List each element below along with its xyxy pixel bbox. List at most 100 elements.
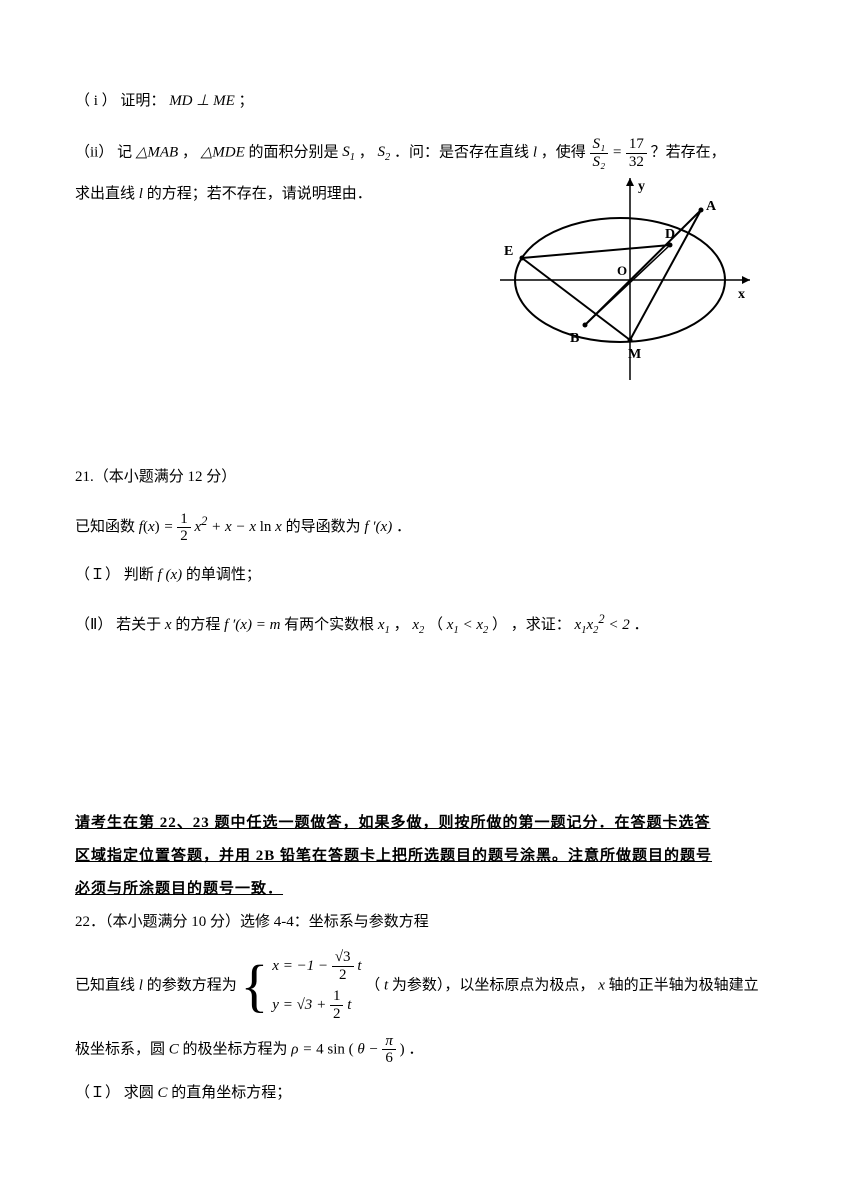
paren: ） xyxy=(492,617,507,633)
x2b: x2 xyxy=(476,617,488,633)
C: C xyxy=(158,1085,168,1101)
lp: ( xyxy=(349,1041,354,1057)
svg-text:A: A xyxy=(706,199,717,214)
svg-text:D: D xyxy=(665,227,675,242)
s1: S1 xyxy=(342,144,355,160)
minus: − xyxy=(369,1041,383,1057)
rp: ) xyxy=(400,1041,405,1057)
svg-text:E: E xyxy=(504,244,513,259)
svg-text:y: y xyxy=(638,179,645,194)
lt: < xyxy=(462,617,476,633)
param-system: { x = −1 − √3 2 t y = √3 + 1 2 t xyxy=(240,947,361,1025)
text: 的直角坐标方程； xyxy=(171,1085,291,1101)
text: 判断 xyxy=(124,567,154,583)
line-l: l xyxy=(533,144,537,160)
xlnx: x ln x xyxy=(249,519,282,535)
text: 的导函数为 xyxy=(286,519,365,535)
comma: ， xyxy=(359,144,374,160)
fx: f(x) xyxy=(139,519,164,535)
label-ii: （Ⅱ） xyxy=(75,617,112,633)
s2: S2 xyxy=(378,144,391,160)
instr-l2: 区域指定位置答题，并用 2B 铅笔在答题卡上把所选题目的题号涂黑。注意所做题目的… xyxy=(75,840,785,873)
text: 记 xyxy=(117,144,132,160)
comma: ， xyxy=(182,144,197,160)
half: 1 2 xyxy=(177,511,191,545)
q21-part2: （Ⅱ） 若关于 x 的方程 f ′(x) = m 有两个实数根 x1 ， x2 … xyxy=(75,606,785,642)
p20-i-suffix: ； xyxy=(239,93,254,109)
x1x2sq: x1x22 xyxy=(575,617,609,633)
q21-header: 21.（本小题满分 12 分） xyxy=(75,461,785,494)
q22-line2: 极坐标系，圆 C 的极坐标方程为 ρ = 4 sin ( θ − π 6 ) ． xyxy=(75,1033,785,1067)
x-axis: x xyxy=(598,977,605,993)
instr-l3: 必须与所涂题目的题号一致． xyxy=(75,873,785,906)
x1b: x1 xyxy=(447,617,459,633)
p20-ii-line1: （ii） 记 △MAB ， △MDE 的面积分别是 S1 ， S2 ．问：是否存… xyxy=(75,136,785,170)
t: t xyxy=(384,977,388,993)
frac-17-32: 17 32 xyxy=(626,136,647,170)
text: 的方程；若不存在，请说明理由． xyxy=(147,186,372,202)
eq-x: x = −1 − √3 2 t xyxy=(272,947,361,986)
fprime: f ′(x) xyxy=(364,519,392,535)
frac-s1-s2: S₁ S₂ xyxy=(590,136,609,170)
xvar: x xyxy=(165,617,172,633)
svg-text:x: x xyxy=(738,287,745,302)
sqrt3-over-2: √3 2 xyxy=(332,949,354,983)
text: 的极坐标方程为 xyxy=(183,1041,288,1057)
rho: ρ xyxy=(291,1041,298,1057)
text: 的方程 xyxy=(175,617,220,633)
label-i: （Ｉ） xyxy=(75,1085,120,1101)
q22-part1: （Ｉ） 求圆 C 的直角坐标方程； xyxy=(75,1077,785,1110)
triangle-mde: △MDE xyxy=(201,144,245,160)
p20-i-prefix: 证明： xyxy=(120,93,165,109)
text: 为参数），以坐标原点为极点， xyxy=(392,977,595,993)
x1: x1 xyxy=(378,617,390,633)
q22-line1: 已知直线 l 的参数方程为 { x = −1 − √3 2 t y = √3 +… xyxy=(75,947,785,1025)
p20-i-label: （ i ） xyxy=(75,93,117,109)
svg-text:O: O xyxy=(617,263,627,278)
paren: （ xyxy=(428,617,443,633)
line-l: l xyxy=(139,186,143,202)
eq: = xyxy=(302,1041,316,1057)
q21-line1: 已知函数 f(x) = 1 2 x2 + x − x ln x 的导函数为 f … xyxy=(75,508,785,545)
x-squared: x2 xyxy=(194,519,207,535)
text: 有两个实数根 xyxy=(284,617,374,633)
ellipse-diagram: y x A D B E M O xyxy=(500,170,760,403)
p20-ii-label: （ii） xyxy=(75,144,113,160)
text: 若关于 xyxy=(116,617,161,633)
equals: = xyxy=(163,519,177,535)
pi-over-6: π 6 xyxy=(382,1033,396,1067)
half: 1 2 xyxy=(330,988,344,1022)
four: 4 xyxy=(316,1041,324,1057)
label-i: （Ｉ） xyxy=(75,567,120,583)
svg-text:M: M xyxy=(628,347,641,362)
sin: sin xyxy=(327,1041,345,1057)
l: l xyxy=(139,977,143,993)
text: 极坐标系，圆 xyxy=(75,1041,165,1057)
x: x xyxy=(225,519,232,535)
svg-text:B: B xyxy=(570,331,579,346)
eqn: f ′(x) = m xyxy=(224,617,280,633)
equals: = xyxy=(612,144,626,160)
text: 的单调性； xyxy=(186,567,261,583)
text: 求出直线 xyxy=(75,186,135,202)
lt2: < 2 xyxy=(608,617,629,633)
dot: ． xyxy=(396,519,411,535)
text: （ xyxy=(365,977,380,993)
text: ？若存在， xyxy=(651,144,726,160)
text: ，求证： xyxy=(511,617,575,633)
comma: ， xyxy=(394,617,409,633)
C: C xyxy=(169,1041,179,1057)
theta: θ xyxy=(357,1041,364,1057)
minus: − xyxy=(235,519,249,535)
triangle-mab: △MAB xyxy=(136,144,178,160)
q22-header: 22．（本小题满分 10 分）选修 4-4：坐标系与参数方程 xyxy=(75,906,785,939)
q21-part1: （Ｉ） 判断 f (x) 的单调性； xyxy=(75,559,785,592)
instr-l1: 请考生在第 22、23 题中任选一题做答，如果多做，则按所做的第一题记分．在答题… xyxy=(75,807,785,840)
p20-i-expr: MD ⊥ ME xyxy=(169,93,235,109)
text: 已知函数 xyxy=(75,519,139,535)
text: ．问：是否存在直线 xyxy=(394,144,529,160)
plus: + xyxy=(211,519,225,535)
text: 的参数方程为 xyxy=(147,977,237,993)
text: 求圆 xyxy=(124,1085,154,1101)
p20-i-line: （ i ） 证明： MD ⊥ ME ； xyxy=(75,85,785,118)
